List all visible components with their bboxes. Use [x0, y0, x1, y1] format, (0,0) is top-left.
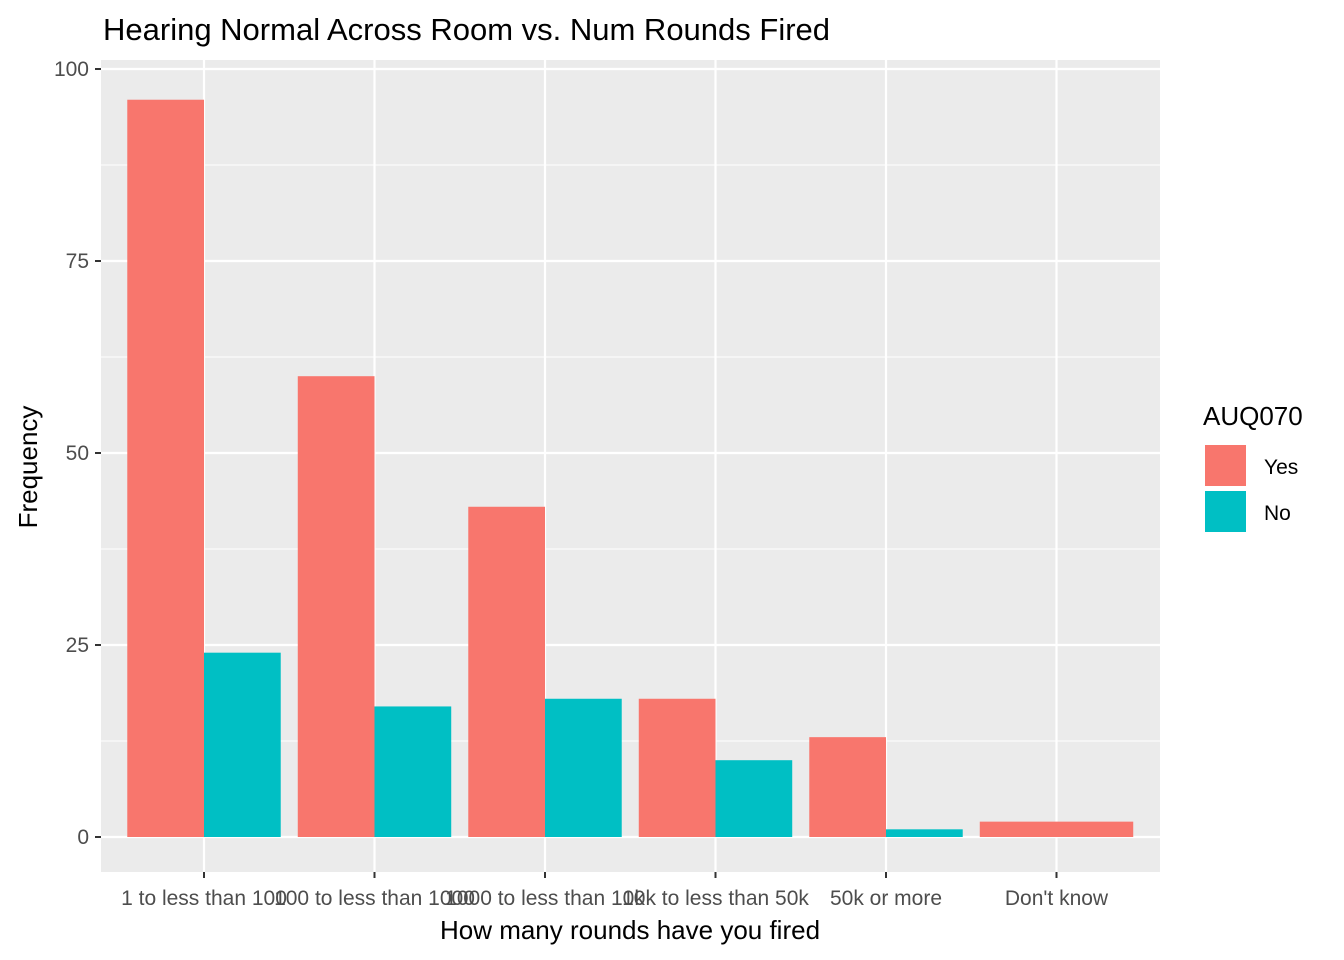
legend-title: AUQ070	[1203, 401, 1303, 431]
y-tick-label: 25	[66, 634, 89, 657]
bar-yes	[468, 506, 545, 837]
bar-no	[204, 652, 281, 837]
y-tick-label: 50	[66, 442, 89, 465]
bar-yes	[809, 737, 886, 837]
x-axis-title: How many rounds have you fired	[440, 915, 820, 945]
x-tick-label: 100 to less than 1000	[274, 887, 475, 910]
y-axis: 0 25 50 75 100	[54, 58, 101, 849]
chart-title: Hearing Normal Across Room vs. Num Round…	[103, 12, 830, 47]
legend: AUQ070 Yes No	[1203, 401, 1303, 534]
bar-no	[545, 698, 622, 837]
legend-key-no	[1203, 489, 1248, 534]
bar-yes	[638, 698, 716, 837]
bar-yes	[297, 376, 375, 837]
legend-label-no: No	[1264, 502, 1291, 525]
y-axis-title: Frequency	[13, 406, 43, 529]
legend-key-yes	[1203, 443, 1248, 488]
y-tick-label: 75	[66, 250, 89, 273]
bar-yes	[979, 821, 1134, 837]
bar-no	[374, 706, 452, 837]
bar-no	[715, 760, 793, 837]
bars	[127, 99, 1134, 838]
y-tick-label: 0	[77, 826, 89, 849]
x-tick-label: 1000 to less than 10k	[445, 887, 645, 910]
x-tick-label: 50k or more	[830, 887, 942, 910]
x-tick-label: 1 to less than 100	[121, 887, 287, 910]
y-tick-label: 100	[54, 58, 89, 81]
bar-yes	[127, 99, 204, 838]
legend-label-yes: Yes	[1264, 456, 1298, 479]
x-tick-label: Don't know	[1005, 887, 1109, 910]
bar-no	[886, 829, 963, 837]
x-tick-label: 10k to less than 50k	[622, 887, 809, 910]
